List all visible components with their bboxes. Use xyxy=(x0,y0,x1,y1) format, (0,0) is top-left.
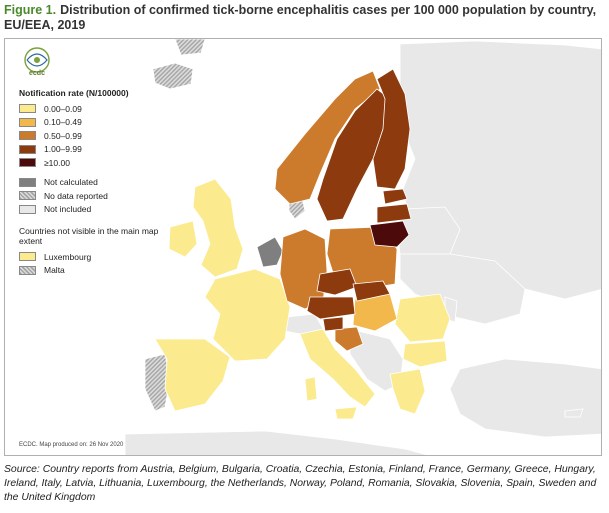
not-calculated-countries xyxy=(256,236,284,268)
north-africa-shape xyxy=(124,430,430,455)
legend-swatch xyxy=(19,131,36,141)
logo-text: ecdc xyxy=(29,70,45,77)
legend-swatch xyxy=(19,252,36,262)
ukraine-shape xyxy=(399,253,526,325)
slovakia-shape xyxy=(352,280,391,302)
legend-item: No data reported xyxy=(19,189,179,203)
legend-item: Malta xyxy=(19,264,179,278)
legend-label: No data reported xyxy=(44,190,108,201)
sardinia-shape xyxy=(304,376,318,402)
spain-shape xyxy=(154,338,231,412)
svalbard-shape xyxy=(174,39,206,56)
figure-title-text: Distribution of confirmed tick-borne enc… xyxy=(4,3,597,32)
source-note: Source: Country reports from Austria, Be… xyxy=(4,464,597,503)
belgium-netherlands-shape xyxy=(256,236,284,268)
legend-item: Not calculated xyxy=(19,176,179,190)
figure-title: Figure 1. Distribution of confirmed tick-… xyxy=(4,3,604,33)
legend-swatch xyxy=(19,117,36,127)
iceland-shape xyxy=(152,62,194,90)
uk-shape xyxy=(192,178,244,278)
legend-title: Notification rate (N/100000) xyxy=(19,88,129,98)
france-shape xyxy=(204,268,291,362)
not-included-countries xyxy=(124,40,601,455)
map-legend: Notification rate (N/100000) 0.00–0.09 0… xyxy=(19,88,179,277)
legend-item: 0.00–0.09 xyxy=(19,102,179,116)
legend-swatch xyxy=(19,104,36,114)
croatia-shape xyxy=(334,326,364,352)
map-frame: ecdc Notification rate (N/100000) 0.00–0… xyxy=(4,38,602,456)
greece-shape xyxy=(389,368,426,415)
romania-shape xyxy=(394,293,451,343)
sicily-shape xyxy=(334,406,358,420)
cyprus-shape xyxy=(564,408,584,418)
rate-class-4-countries xyxy=(306,68,412,332)
rate-class-1-countries xyxy=(154,178,451,420)
legend-label: Not calculated xyxy=(44,177,98,188)
lithuania-shape xyxy=(369,220,410,248)
legend-item: 0.10–0.49 xyxy=(19,116,179,130)
legend-label: 0.50–0.99 xyxy=(44,130,82,141)
europe-map xyxy=(124,39,601,455)
legend-label: Luxembourg xyxy=(44,251,92,262)
bulgaria-shape xyxy=(402,340,448,368)
map-footnote: ECDC. Map produced on: 26 Nov 2020 xyxy=(19,442,124,448)
legend-label: Malta xyxy=(44,265,65,276)
slovenia-shape xyxy=(322,316,344,332)
legend-swatch xyxy=(19,265,36,275)
rate-class-5-countries xyxy=(369,220,410,248)
ecdc-logo-icon xyxy=(19,46,55,86)
legend-label: 1.00–9.99 xyxy=(44,144,82,155)
estonia-shape xyxy=(382,188,408,205)
legend-label: 0.00–0.09 xyxy=(44,103,82,114)
legend-item: 0.50–0.99 xyxy=(19,129,179,143)
czechia-shape xyxy=(316,268,358,296)
latvia-shape xyxy=(376,203,412,224)
legend-swatch xyxy=(19,204,36,214)
legend-label: 0.10–0.49 xyxy=(44,117,82,128)
finland-shape xyxy=(372,68,411,190)
norway-shape xyxy=(274,70,381,205)
legend-item: Not included xyxy=(19,203,179,217)
legend-item: 1.00–9.99 xyxy=(19,143,179,157)
legend-label: ≥10.00 xyxy=(44,157,70,168)
legend-item: ≥10.00 xyxy=(19,156,179,170)
ireland-shape xyxy=(168,220,198,258)
legend-swatch xyxy=(19,191,36,201)
figure-number: Figure 1. xyxy=(4,3,57,17)
legend-swatch xyxy=(19,158,36,168)
legend-swatch xyxy=(19,144,36,154)
legend-swatch xyxy=(19,177,36,187)
turkey-shape xyxy=(449,358,601,438)
legend-item: Luxembourg xyxy=(19,250,179,264)
italy-shape xyxy=(299,328,376,408)
austria-shape xyxy=(306,296,356,320)
legend-label: Not included xyxy=(44,204,92,215)
not-visible-title: Countries not visible in the main map ex… xyxy=(19,226,159,246)
